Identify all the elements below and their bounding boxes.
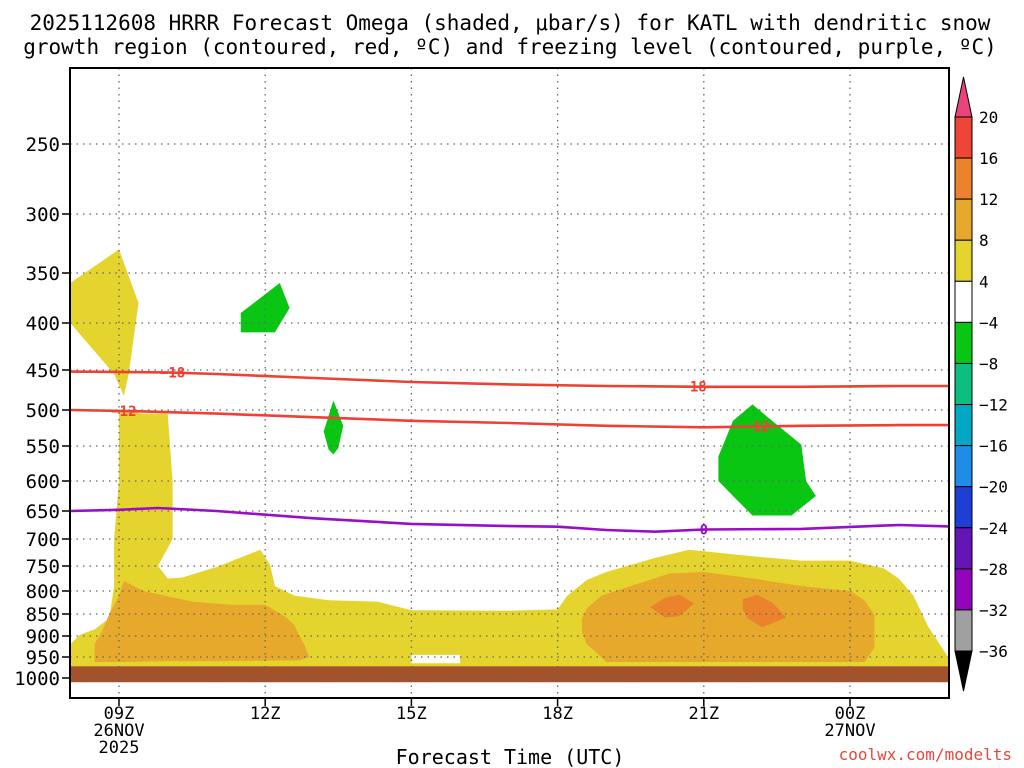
colorbar-top-arrow (954, 76, 973, 118)
contour-freezing-level-0 (70, 506, 949, 534)
y-tick-label-800: 800 (26, 581, 60, 603)
y-tick-label-250: 250 (26, 134, 60, 156)
contour-label-snow-growth-minus18-1: −18 (681, 380, 706, 396)
region-omega-8to12-left (94, 581, 310, 662)
y-tick-label-650: 650 (26, 501, 60, 523)
colorbar-swatch-2 (954, 198, 973, 241)
x-tick-label-12Z: 12Z (250, 704, 281, 724)
contour-label-snow-growth-minus12-1: −12 (745, 419, 770, 435)
y-tick-label-450: 450 (26, 360, 60, 382)
y-tick-label-950: 950 (26, 647, 60, 669)
y-tick-label-1000: 1000 (14, 668, 60, 690)
colorbar-level-13: −36 (979, 642, 1008, 661)
region-omega-12to16-b (742, 594, 787, 628)
plot-frame (69, 67, 950, 699)
colorbar-swatch-9 (954, 486, 973, 529)
colorbar-level-9: −20 (979, 478, 1008, 497)
colorbar-level-6: −8 (979, 354, 998, 373)
region-omega-12to16-a (650, 594, 695, 618)
colorbar-swatch-5 (954, 321, 973, 364)
region-omega-minus4to-8-c (718, 404, 816, 516)
colorbar-level-3: 8 (979, 231, 989, 250)
y-tick-label-550: 550 (26, 436, 60, 458)
x-tick-label-18Z: 18Z (542, 704, 573, 724)
colorbar-level-0: 20 (979, 108, 998, 127)
y-tick-label-700: 700 (26, 529, 60, 551)
x-axis-label: Forecast Time (UTC) (396, 745, 625, 768)
colorbar-level-1: 16 (979, 149, 998, 168)
region-omega-minus4to-8-b (323, 400, 344, 455)
region-omega-8to12-right (582, 572, 875, 662)
colorbar-level-11: −28 (979, 560, 1008, 579)
y-tick-label-750: 750 (26, 556, 60, 578)
x-tick-label-15Z: 15Z (396, 704, 427, 724)
chart-title-line1: 2025112608 HRRR Forecast Omega (shaded, … (30, 11, 991, 35)
credit-text: coolwx.com/modelts (839, 745, 1012, 764)
grid (70, 68, 949, 698)
colorbar-swatch-0 (954, 116, 973, 159)
colorbar: 20 16 12 8 4 −4 −8 −12 −16 −20 −24 −28 −32 −36 (954, 76, 1008, 692)
contour-snow-growth-minus18 (70, 370, 949, 389)
contour-label-snow-growth-minus12-0: −12 (111, 404, 136, 420)
colorbar-level-4: 4 (979, 272, 989, 291)
chart-title-line2: growth region (contoured, red, ºC) and f… (23, 35, 997, 59)
colorbar-swatch-10 (954, 527, 973, 570)
x-tick-label-00Z: 00Z (835, 704, 866, 724)
contour-label-snow-growth-minus18-0: −18 (160, 366, 185, 382)
y-tick-label-350: 350 (26, 263, 60, 285)
x-tick-year-09Z: 2025 (99, 738, 140, 758)
colorbar-swatch-6 (954, 362, 973, 406)
contour-snow-growth-minus12 (70, 408, 949, 429)
colorbar-level-2: 12 (979, 190, 998, 209)
colorbar-level-10: −24 (979, 519, 1008, 538)
colorbar-swatch-7 (954, 404, 973, 447)
colorbar-level-7: −12 (979, 396, 1008, 415)
colorbar-swatch-8 (954, 445, 973, 488)
contour-lines: −18 −18 −12 −12 0 (70, 366, 949, 538)
x-tick-date-09Z: 26NOV (93, 721, 144, 741)
x-tick-label-21Z: 21Z (688, 704, 719, 724)
x-tick-label-09Z: 09Z (104, 704, 135, 724)
y-tick-label-900: 900 (26, 626, 60, 648)
y-tick-label-850: 850 (26, 604, 60, 626)
contour-label-freezing-level-0-0: 0 (700, 522, 708, 538)
colorbar-swatch-12 (954, 609, 973, 652)
x-tick-date-00Z: 27NOV (824, 721, 875, 741)
region-omega-4to8-upper (70, 249, 139, 396)
y-tick-label-600: 600 (26, 471, 60, 493)
region-omega-minus4to-8-a (240, 283, 290, 333)
y-axis: 2503003504004505005506006507007508008509… (14, 134, 70, 690)
y-tick-label-300: 300 (26, 204, 60, 226)
region-omega-white-hole (411, 654, 461, 664)
colorbar-level-8: −16 (979, 437, 1008, 456)
y-tick-label-400: 400 (26, 313, 60, 335)
colorbar-bottom-arrow (954, 650, 973, 692)
region-ground-below-surface (70, 666, 949, 683)
colorbar-level-12: −32 (979, 601, 1008, 620)
colorbar-swatch-1 (954, 157, 973, 200)
shaded-regions (70, 249, 949, 683)
colorbar-swatch-3 (954, 239, 973, 282)
y-tick-label-500: 500 (26, 400, 60, 422)
colorbar-level-5: −4 (979, 313, 998, 332)
colorbar-swatch-11 (954, 568, 973, 611)
colorbar-swatch-4 (954, 280, 973, 323)
